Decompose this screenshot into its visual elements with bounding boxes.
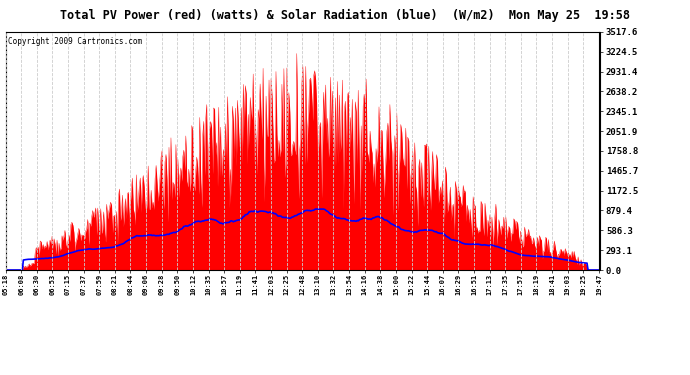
Text: Total PV Power (red) (watts) & Solar Radiation (blue)  (W/m2)  Mon May 25  19:58: Total PV Power (red) (watts) & Solar Rad…	[60, 9, 630, 22]
Text: Copyright 2009 Cartronics.com: Copyright 2009 Cartronics.com	[8, 37, 143, 46]
